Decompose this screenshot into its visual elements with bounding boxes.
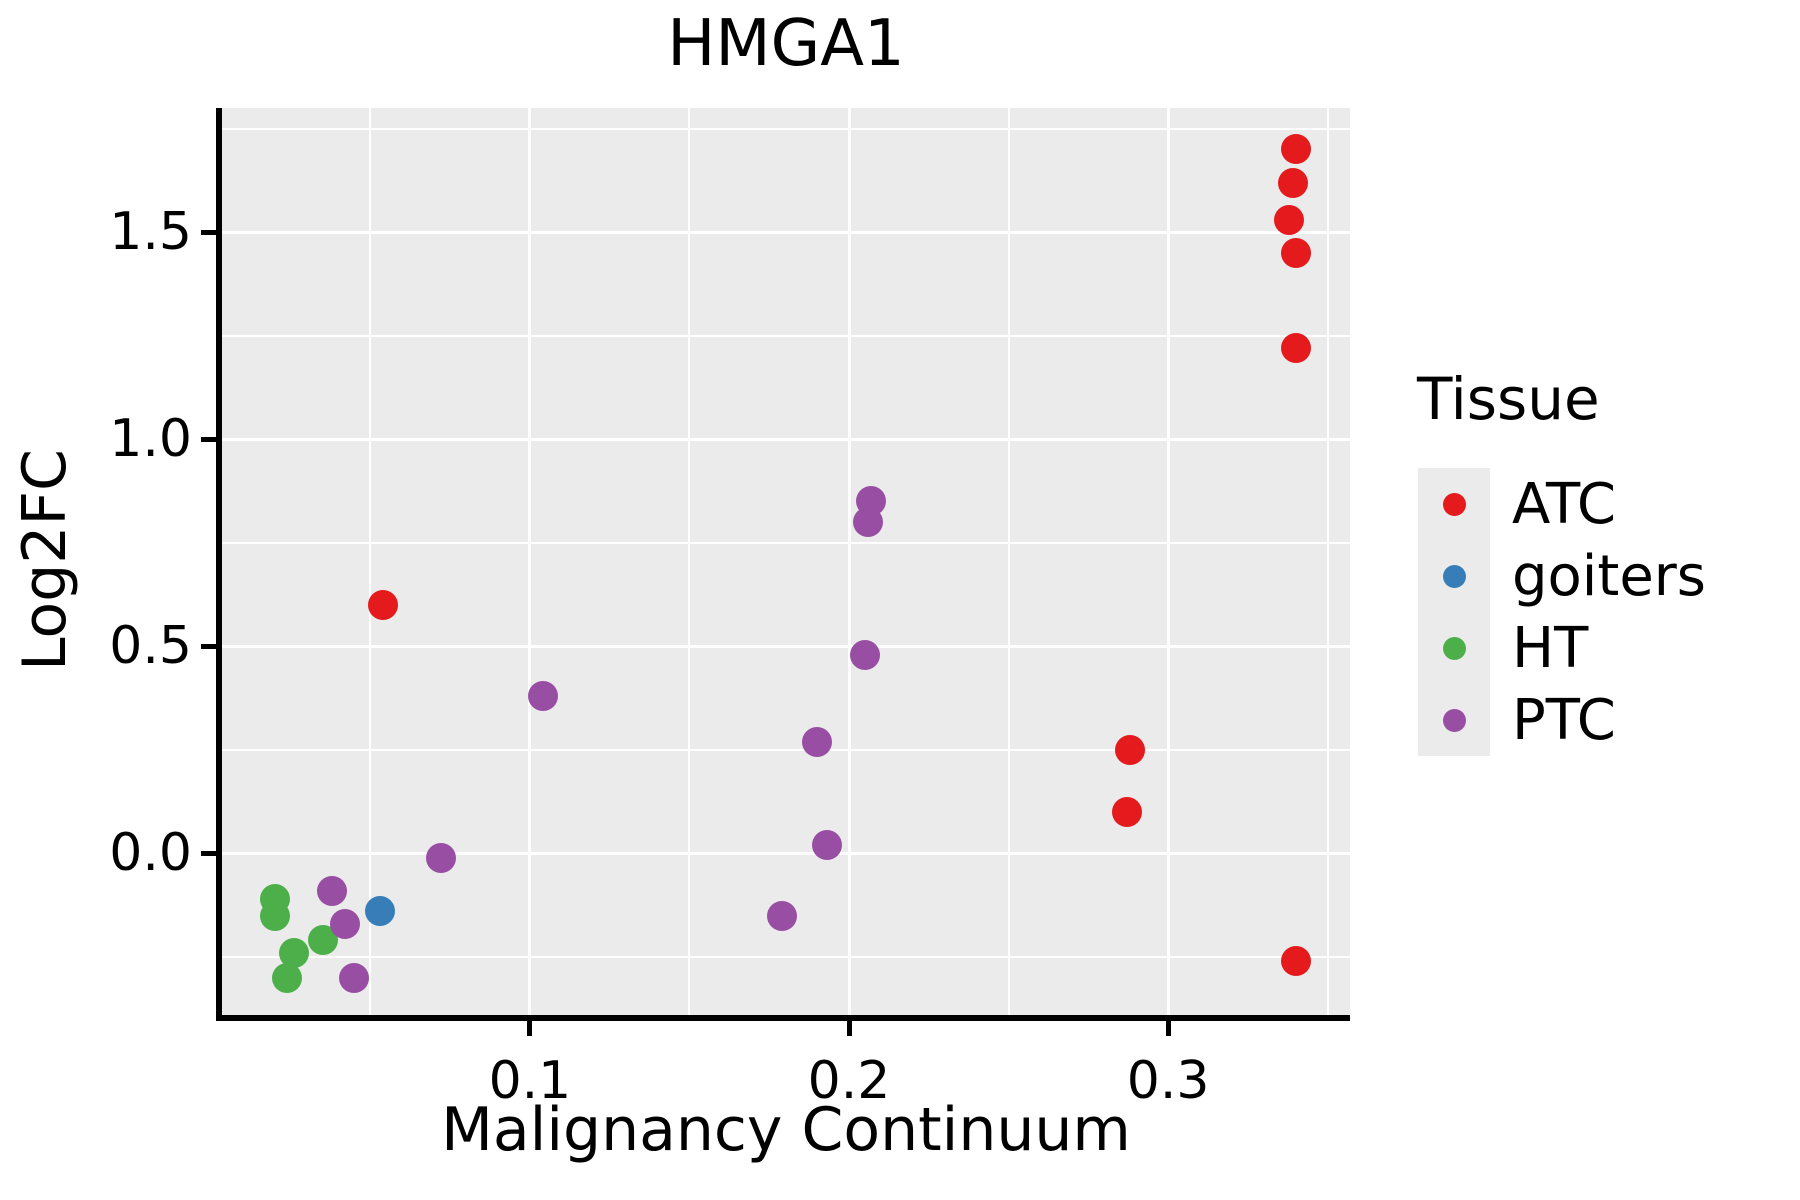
y-major-gridline	[222, 437, 1350, 441]
legend-row-atc: ATC	[1418, 468, 1706, 540]
data-point-atc	[1274, 204, 1305, 235]
y-tick-mark	[201, 850, 216, 856]
data-point-ptc	[811, 830, 842, 861]
x-tick-label: 0.1	[488, 1051, 572, 1111]
y-tick-label: 1.0	[109, 409, 192, 470]
data-point-atc	[1114, 734, 1145, 765]
legend-swatch-atc-icon	[1442, 492, 1466, 516]
legend: ATC goiters HT PTC	[1418, 468, 1706, 756]
y-minor-gridline	[222, 748, 1350, 751]
data-point-atc	[1280, 237, 1311, 268]
data-point-atc	[1111, 797, 1142, 828]
legend-key-ptc	[1418, 684, 1490, 756]
data-point-atc	[1280, 134, 1311, 165]
legend-row-goiters: goiters	[1418, 540, 1706, 612]
x-minor-gridline	[1326, 108, 1329, 1015]
y-minor-gridline	[222, 127, 1350, 130]
data-point-atc	[368, 589, 399, 620]
data-point-ht	[272, 962, 303, 993]
y-tick-label: 0.5	[109, 616, 192, 677]
y-axis-line	[216, 108, 222, 1021]
y-tick-label: 1.5	[109, 202, 192, 263]
y-minor-gridline	[222, 956, 1350, 959]
y-major-gridline	[222, 230, 1350, 234]
legend-swatch-ht-icon	[1442, 636, 1466, 660]
x-major-gridline	[528, 108, 532, 1015]
legend-row-ptc: PTC	[1418, 684, 1706, 756]
y-tick-mark	[201, 229, 216, 235]
data-point-atc	[1280, 946, 1311, 977]
x-tick-mark	[527, 1021, 533, 1036]
data-point-ht	[259, 900, 290, 931]
data-point-ptc	[853, 507, 884, 538]
legend-row-ht: HT	[1418, 612, 1706, 684]
data-point-ptc	[767, 900, 797, 931]
data-point-ptc	[425, 842, 456, 873]
y-axis-label: Log2FC	[10, 449, 80, 671]
x-tick-mark	[846, 1021, 852, 1036]
data-point-atc	[1280, 333, 1311, 364]
legend-label-ht: HT	[1512, 615, 1589, 681]
x-tick-label: 0.3	[1126, 1051, 1210, 1111]
x-axis-label: Malignancy Continuum	[441, 1095, 1131, 1165]
x-tick-mark	[1165, 1021, 1171, 1036]
legend-title: Tissue	[1417, 365, 1600, 433]
x-major-gridline	[847, 108, 851, 1015]
legend-key-atc	[1418, 468, 1490, 540]
legend-label-atc: ATC	[1512, 471, 1616, 537]
y-major-gridline	[222, 644, 1350, 648]
data-point-ptc	[329, 908, 360, 939]
data-point-ptc	[802, 726, 833, 757]
y-minor-gridline	[222, 334, 1350, 337]
y-tick-mark	[201, 436, 216, 442]
data-point-ptc	[849, 639, 880, 670]
data-point-atc	[1277, 167, 1308, 198]
plot-panel	[222, 108, 1350, 1015]
legend-label-ptc: PTC	[1512, 687, 1616, 753]
y-tick-mark	[201, 643, 216, 649]
data-point-ptc	[527, 681, 558, 712]
x-minor-gridline	[688, 108, 691, 1015]
legend-swatch-ptc-icon	[1442, 708, 1466, 732]
legend-key-goiters	[1418, 540, 1490, 612]
x-minor-gridline	[369, 108, 372, 1015]
data-point-goiters	[364, 896, 395, 927]
x-minor-gridline	[1007, 108, 1010, 1015]
x-tick-label: 0.2	[807, 1051, 891, 1111]
legend-swatch-goiters-icon	[1442, 564, 1466, 588]
legend-label-goiters: goiters	[1512, 543, 1706, 609]
y-tick-label: 0.0	[109, 823, 192, 884]
y-major-gridline	[222, 851, 1350, 855]
legend-key-ht	[1418, 612, 1490, 684]
y-minor-gridline	[222, 541, 1350, 544]
x-major-gridline	[1166, 108, 1170, 1015]
x-axis-line	[216, 1015, 1350, 1021]
plot-title: HMGA1	[667, 7, 905, 81]
data-point-ptc	[339, 962, 370, 993]
data-point-ptc	[317, 875, 348, 906]
